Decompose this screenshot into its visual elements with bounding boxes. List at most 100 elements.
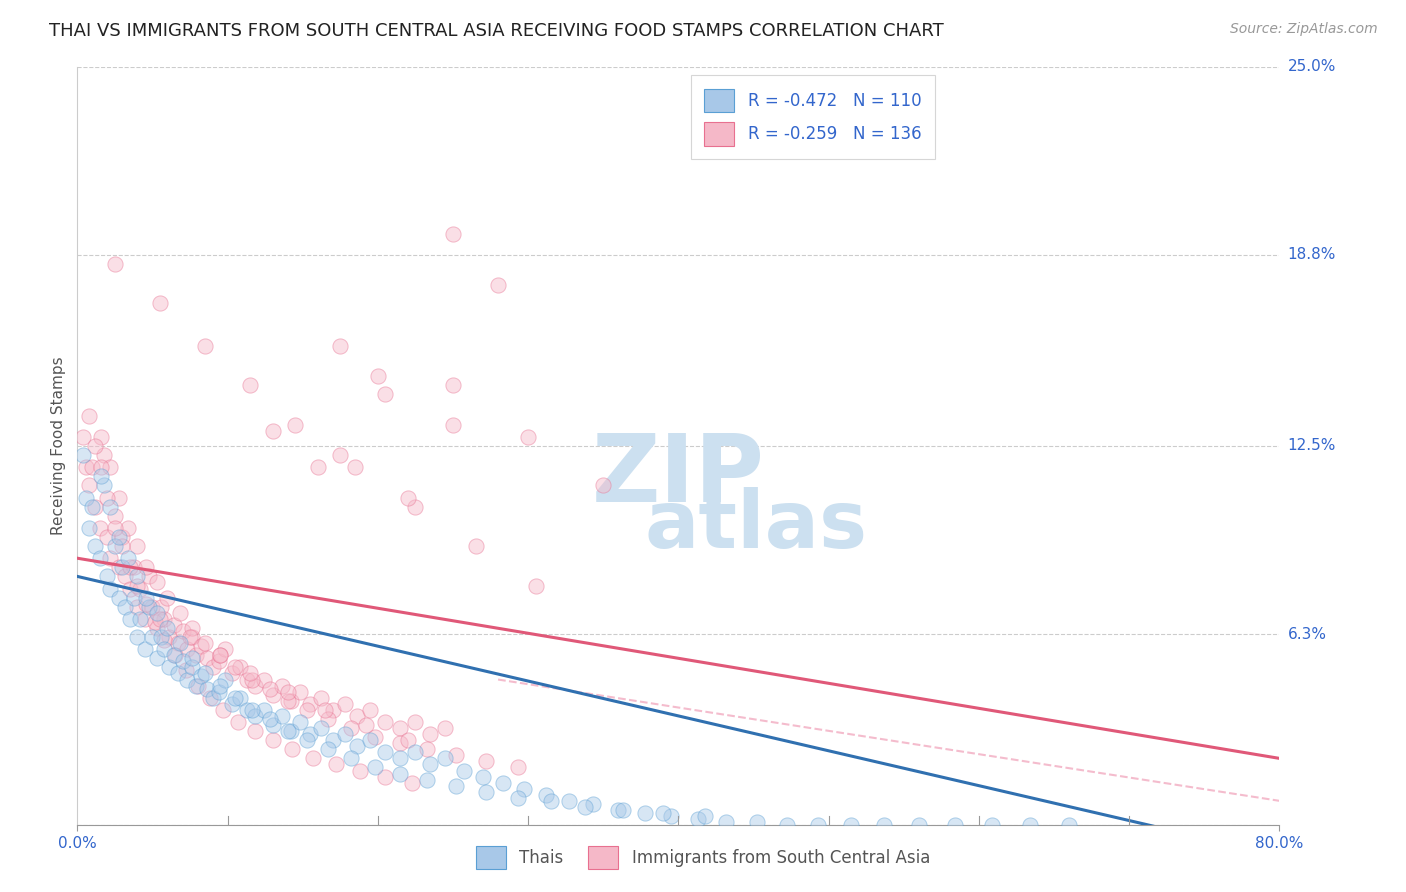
Point bbox=[117, 551, 139, 566]
Point bbox=[79, 521, 101, 535]
Legend: R = -0.472   N = 110, R = -0.259   N = 136: R = -0.472 N = 110, R = -0.259 N = 136 bbox=[690, 75, 935, 159]
Point bbox=[359, 733, 381, 747]
Point bbox=[1057, 818, 1080, 832]
Point bbox=[141, 599, 163, 614]
Point bbox=[262, 718, 284, 732]
Point bbox=[134, 612, 156, 626]
Point bbox=[270, 709, 292, 723]
Point bbox=[90, 460, 112, 475]
Point bbox=[277, 724, 299, 739]
Point bbox=[262, 424, 284, 438]
Point bbox=[297, 703, 319, 717]
Point bbox=[84, 439, 107, 453]
Legend: Thais, Immigrants from South Central Asia: Thais, Immigrants from South Central Asi… bbox=[465, 836, 941, 880]
Text: 25.0%: 25.0% bbox=[1288, 60, 1336, 74]
Point bbox=[262, 733, 284, 747]
Point bbox=[299, 697, 322, 711]
Point bbox=[297, 733, 319, 747]
Point bbox=[434, 751, 457, 765]
Point bbox=[174, 664, 197, 678]
Point bbox=[157, 630, 180, 644]
Point bbox=[329, 448, 352, 462]
Point bbox=[686, 812, 709, 826]
Point bbox=[118, 560, 141, 574]
Point bbox=[93, 448, 115, 462]
Point bbox=[472, 770, 495, 784]
Point bbox=[100, 500, 122, 514]
Point bbox=[167, 666, 190, 681]
Point bbox=[506, 790, 529, 805]
Point bbox=[104, 257, 127, 271]
Point bbox=[127, 630, 149, 644]
Point bbox=[96, 569, 118, 583]
Point bbox=[540, 794, 562, 808]
Point bbox=[309, 690, 332, 705]
Point bbox=[194, 339, 217, 353]
Point bbox=[807, 818, 830, 832]
Point bbox=[404, 500, 426, 514]
Point bbox=[72, 448, 94, 462]
Point bbox=[775, 818, 797, 832]
Point bbox=[89, 521, 111, 535]
Point bbox=[359, 703, 381, 717]
Point bbox=[253, 703, 276, 717]
Point bbox=[89, 551, 111, 566]
Point bbox=[190, 639, 212, 653]
Point bbox=[236, 673, 259, 687]
Point bbox=[240, 703, 263, 717]
Point bbox=[127, 569, 149, 583]
Point bbox=[981, 818, 1004, 832]
Point bbox=[163, 648, 186, 663]
Point bbox=[221, 697, 243, 711]
Point bbox=[325, 757, 347, 772]
Point bbox=[374, 387, 396, 401]
Point bbox=[288, 684, 311, 698]
Point bbox=[416, 742, 439, 756]
Point bbox=[172, 654, 194, 668]
Point bbox=[607, 803, 630, 817]
Point bbox=[475, 785, 498, 799]
Point bbox=[209, 648, 232, 663]
Point bbox=[127, 539, 149, 553]
Point bbox=[557, 794, 579, 808]
Point bbox=[214, 673, 236, 687]
Point bbox=[162, 618, 184, 632]
Point bbox=[281, 742, 304, 756]
Point bbox=[277, 694, 299, 708]
Point bbox=[169, 636, 191, 650]
Point bbox=[612, 803, 634, 817]
Point bbox=[167, 636, 190, 650]
Point bbox=[652, 805, 675, 820]
Point bbox=[396, 491, 419, 505]
Point bbox=[127, 599, 149, 614]
Point bbox=[153, 642, 176, 657]
Point bbox=[212, 703, 235, 717]
Point bbox=[169, 606, 191, 620]
Point bbox=[524, 578, 547, 592]
Point bbox=[172, 624, 194, 638]
Point bbox=[72, 430, 94, 444]
Point bbox=[441, 227, 464, 241]
Point bbox=[506, 760, 529, 774]
Point bbox=[226, 714, 249, 729]
Point bbox=[280, 724, 302, 739]
Point bbox=[176, 673, 198, 687]
Point bbox=[79, 478, 101, 492]
Point bbox=[100, 460, 122, 475]
Point bbox=[179, 630, 201, 644]
Point bbox=[346, 739, 368, 754]
Point bbox=[176, 642, 198, 657]
Point bbox=[444, 779, 467, 793]
Point bbox=[346, 709, 368, 723]
Point bbox=[141, 630, 163, 644]
Point bbox=[259, 712, 281, 726]
Point bbox=[195, 681, 218, 696]
Point bbox=[157, 660, 180, 674]
Point bbox=[104, 508, 127, 523]
Point bbox=[389, 766, 412, 780]
Point bbox=[364, 760, 387, 774]
Point bbox=[108, 530, 131, 544]
Point bbox=[124, 591, 146, 605]
Point bbox=[209, 648, 232, 663]
Point bbox=[184, 648, 207, 663]
